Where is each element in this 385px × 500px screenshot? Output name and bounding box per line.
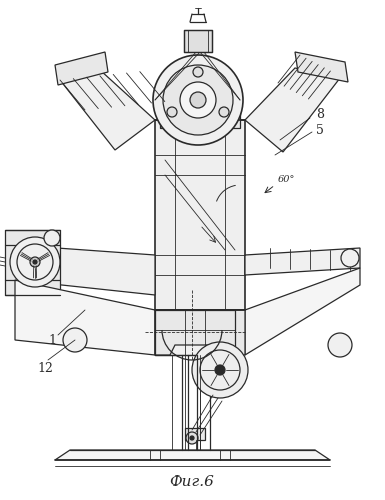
Polygon shape <box>155 310 245 355</box>
Bar <box>155 120 245 310</box>
Circle shape <box>163 65 233 135</box>
Text: 5: 5 <box>316 124 324 136</box>
Circle shape <box>186 432 198 444</box>
Circle shape <box>33 260 37 264</box>
Circle shape <box>192 342 248 398</box>
Circle shape <box>10 237 60 287</box>
Text: 12: 12 <box>37 362 53 374</box>
Polygon shape <box>245 268 360 355</box>
Circle shape <box>44 230 60 246</box>
Text: Фиг.6: Фиг.6 <box>169 475 214 489</box>
Bar <box>160 110 240 128</box>
Circle shape <box>193 67 203 77</box>
Polygon shape <box>15 280 155 355</box>
Polygon shape <box>245 248 360 275</box>
Circle shape <box>190 92 206 108</box>
Bar <box>184 30 212 52</box>
Text: 8: 8 <box>316 108 324 122</box>
Polygon shape <box>295 52 348 82</box>
Polygon shape <box>245 68 340 152</box>
Circle shape <box>328 333 352 357</box>
Circle shape <box>153 55 243 145</box>
Circle shape <box>341 249 359 267</box>
Polygon shape <box>15 245 155 295</box>
Bar <box>5 230 60 295</box>
Circle shape <box>167 107 177 117</box>
Polygon shape <box>155 310 235 355</box>
Polygon shape <box>60 70 155 150</box>
Circle shape <box>63 328 87 352</box>
Text: 60°: 60° <box>278 176 295 184</box>
Text: 1: 1 <box>48 334 56 346</box>
Polygon shape <box>55 450 330 460</box>
Circle shape <box>219 107 229 117</box>
Circle shape <box>30 257 40 267</box>
Circle shape <box>215 365 225 375</box>
Polygon shape <box>185 428 205 440</box>
Polygon shape <box>55 52 108 85</box>
Circle shape <box>190 436 194 440</box>
Circle shape <box>180 82 216 118</box>
